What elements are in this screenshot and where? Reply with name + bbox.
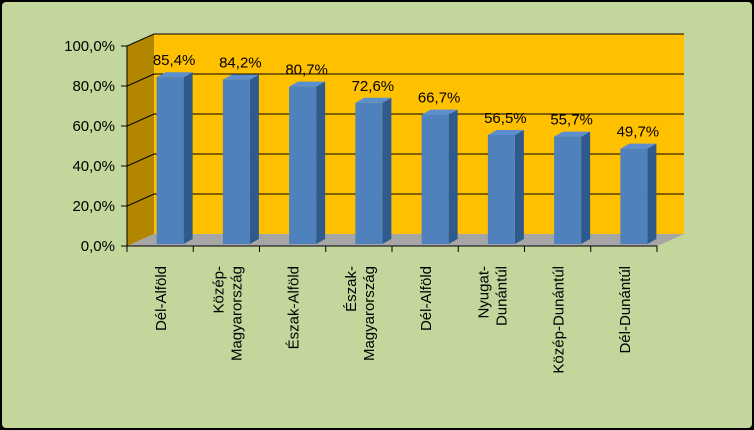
bar-top <box>421 109 458 115</box>
x-tick-label: Dél-Dunántúl <box>617 266 634 354</box>
bar-side <box>647 143 657 244</box>
bar-top <box>620 143 657 149</box>
bar-side <box>448 109 458 244</box>
data-label: 66,7% <box>418 90 461 107</box>
bar-side <box>514 130 524 244</box>
bar-top <box>554 131 591 137</box>
x-tick-label: Észak-Alföld <box>286 266 303 349</box>
bar-top <box>355 97 392 103</box>
x-tick-label: Közép-Dunántúl <box>551 266 568 374</box>
x-tick-label: Dél-Alföld <box>153 266 170 331</box>
y-tick-label: 20,0% <box>72 198 115 215</box>
bar <box>289 86 317 244</box>
bar-top <box>289 81 326 87</box>
gridline <box>126 33 684 47</box>
y-tick-label: 100,0% <box>64 38 115 55</box>
bar <box>620 148 648 244</box>
data-label: 72,6% <box>352 78 395 95</box>
data-label: 49,7% <box>617 124 660 141</box>
gridline <box>126 113 684 127</box>
bar <box>487 135 515 244</box>
data-label: 85,4% <box>153 52 196 69</box>
y-tick-label: 40,0% <box>72 158 115 175</box>
bar-top <box>487 130 524 135</box>
bar-side <box>249 74 259 244</box>
bar-side <box>382 97 392 244</box>
bar <box>355 102 383 244</box>
floor <box>127 234 684 246</box>
data-label: 84,2% <box>219 55 262 72</box>
x-tick-label: Közép-Magyarország <box>210 266 245 361</box>
bar-top <box>222 74 259 80</box>
y-tick-label: 60,0% <box>72 118 115 135</box>
bar <box>222 79 250 244</box>
bar-side <box>316 81 326 244</box>
side-wall <box>127 34 154 246</box>
data-label: 80,7% <box>285 62 328 79</box>
bar-side <box>183 72 193 244</box>
y-tick-label: 80,0% <box>72 78 115 95</box>
bar-side <box>581 131 591 244</box>
data-label: 56,5% <box>484 110 527 127</box>
data-label: 55,7% <box>550 112 593 129</box>
bar <box>156 77 184 244</box>
gridline <box>126 73 684 87</box>
bar <box>554 136 582 244</box>
bar-top <box>156 72 193 78</box>
x-tick-label: Nyugat-Dunántúl <box>475 266 510 326</box>
y-tick-label: 0,0% <box>81 238 115 255</box>
bar <box>421 114 449 244</box>
x-tick-label: Észak-Magyarország <box>343 266 378 361</box>
x-tick-label: Dél-Alföld <box>418 266 435 331</box>
